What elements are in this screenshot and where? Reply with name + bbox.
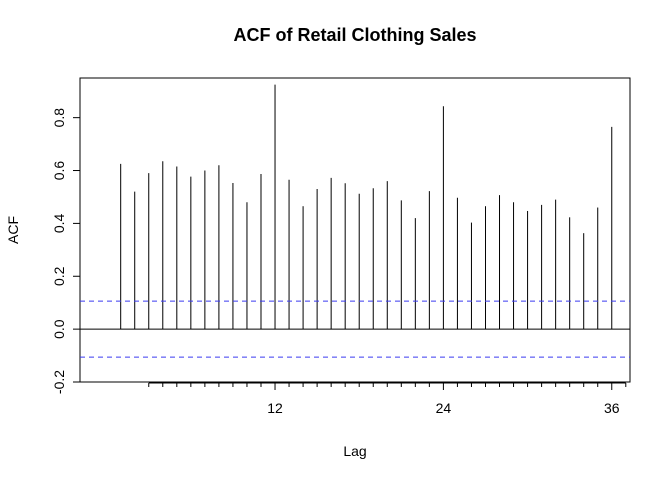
y-tick-label: 0.4	[51, 213, 67, 233]
y-tick-label: 0.6	[51, 161, 67, 181]
confidence-bounds	[80, 300, 630, 358]
y-tick-label: 0.0	[51, 319, 67, 339]
x-tick-label: 12	[267, 400, 283, 416]
y-axis: -0.2 0.0 0.2 0.4 0.6 0.8	[51, 108, 80, 394]
x-tick-label: 36	[604, 400, 620, 416]
y-tick-label: 0.8	[51, 108, 67, 128]
x-axis: 12 24 36	[148, 382, 627, 416]
y-axis-label: ACF	[5, 216, 21, 244]
chart-title: ACF of Retail Clothing Sales	[233, 25, 476, 45]
x-axis-label: Lag	[343, 443, 366, 459]
acf-bars	[120, 84, 613, 330]
y-tick-label: -0.2	[51, 370, 67, 394]
x-tick-label: 24	[436, 400, 452, 416]
y-tick-label: 0.2	[51, 266, 67, 286]
plot-frame	[79, 77, 631, 383]
